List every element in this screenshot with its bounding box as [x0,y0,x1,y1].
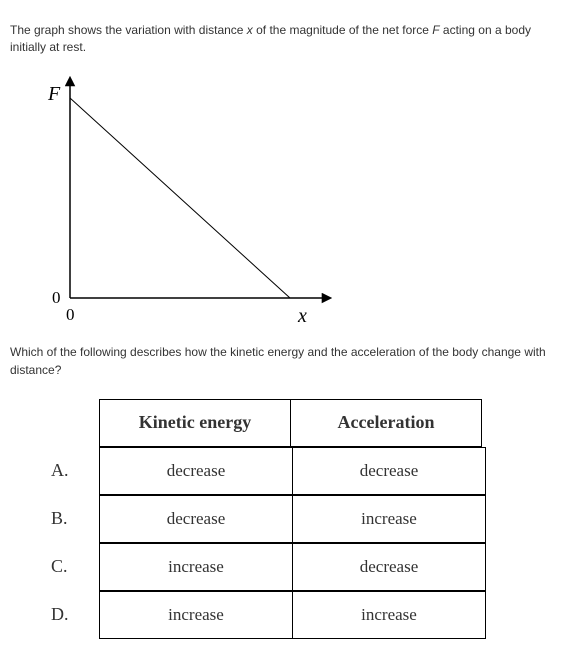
option-cells-wrap: decreasedecrease [99,447,486,495]
intro-mid: of the magnitude of the net force [253,23,432,37]
option-label[interactable]: A. [50,447,99,495]
answer-table: Kinetic energy Acceleration [99,399,482,447]
table-row: increaseincrease [100,591,486,638]
cell-kinetic-energy: decrease [100,447,293,494]
intro-text: The graph shows the variation with dista… [10,22,556,56]
option-inner-table: decreaseincrease [99,495,486,543]
origin-y-label: 0 [52,288,61,307]
intro-var-f: F [432,23,439,37]
option-inner-table: increasedecrease [99,543,486,591]
cell-acceleration: increase [293,591,486,638]
cell-acceleration: increase [293,495,486,542]
option-row: B.decreaseincrease [50,495,486,543]
cell-kinetic-energy: increase [100,543,293,590]
table-row: decreasedecrease [100,447,486,494]
spacer-cell [50,399,99,447]
option-cells-wrap: decreaseincrease [99,495,486,543]
table-row: increasedecrease [100,543,486,590]
intro-pre: The graph shows the variation with dista… [10,23,247,37]
cell-kinetic-energy: increase [100,591,293,638]
question-text: Which of the following describes how the… [10,343,556,379]
option-row: A.decreasedecrease [50,447,486,495]
option-inner-table: increaseincrease [99,591,486,639]
option-inner-table: decreasedecrease [99,447,486,495]
cell-acceleration: decrease [293,543,486,590]
cell-acceleration: decrease [293,447,486,494]
answer-options: Kinetic energy Acceleration A.decreasede… [50,399,556,639]
option-row: C.increasedecrease [50,543,486,591]
header-acceleration: Acceleration [291,399,482,446]
option-label[interactable]: D. [50,591,99,639]
option-cells-wrap: increasedecrease [99,543,486,591]
y-axis-label: F [47,83,61,105]
header-row: Kinetic energy Acceleration [100,399,482,446]
option-row: D.increaseincrease [50,591,486,639]
options-layout: Kinetic energy Acceleration A.decreasede… [50,399,486,639]
data-line [70,98,290,298]
option-label[interactable]: C. [50,543,99,591]
x-axis-label: x [297,305,307,327]
table-row: decreaseincrease [100,495,486,542]
option-cells-wrap: increaseincrease [99,591,486,639]
option-label[interactable]: B. [50,495,99,543]
graph-svg: Fx 00 [30,68,340,328]
origin-x-label: 0 [66,305,75,324]
cell-kinetic-energy: decrease [100,495,293,542]
header-kinetic-energy: Kinetic energy [100,399,291,446]
header-cell-wrap: Kinetic energy Acceleration [99,399,486,447]
force-distance-graph: Fx 00 [30,68,556,333]
